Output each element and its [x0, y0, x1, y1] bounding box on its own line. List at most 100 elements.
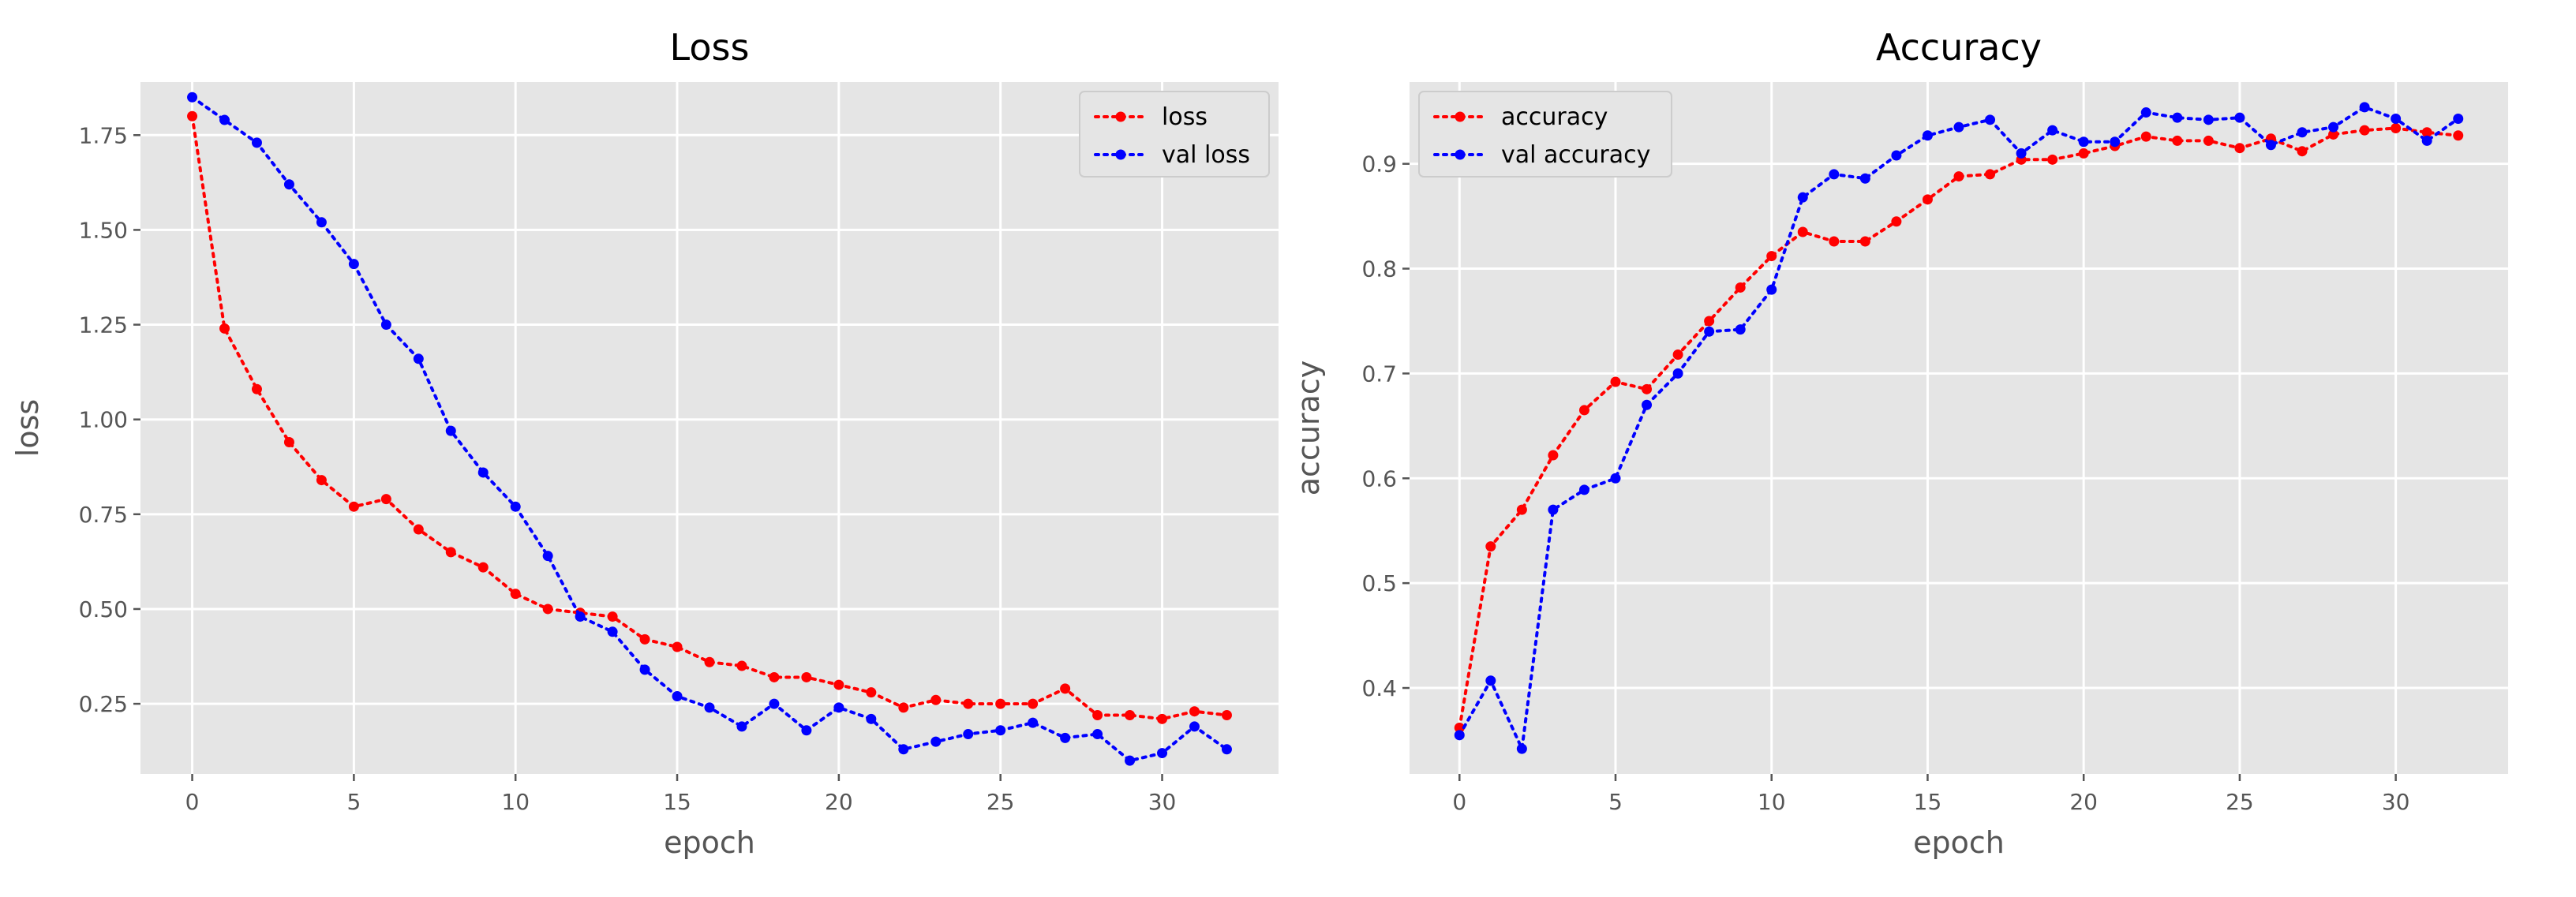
accuracy-x-tick-label: 25	[2226, 789, 2254, 815]
accuracy-y-tick-label: 0.7	[1361, 361, 1397, 387]
val-accuracy-point	[1704, 326, 1715, 337]
accuracy-point	[2203, 135, 2214, 146]
loss-legend-label: loss	[1162, 103, 1208, 131]
val-loss-point	[1125, 755, 1136, 766]
accuracy-legend: accuracy val accuracy	[1418, 91, 1672, 178]
accuracy-x-tick-label: 20	[2069, 789, 2098, 815]
val-loss-point	[866, 713, 877, 724]
accuracy-x-tick-label: 0	[1452, 789, 1466, 815]
val-loss-point	[316, 217, 327, 228]
accuracy-point	[1735, 282, 1746, 293]
accuracy-point	[2359, 125, 2370, 136]
accuracy-plot-area	[1410, 82, 2508, 774]
loss-legend-box	[1079, 91, 1270, 178]
accuracy-y-tick-label: 0.9	[1361, 151, 1397, 178]
val-loss-point	[219, 114, 230, 125]
accuracy-point	[1766, 251, 1777, 262]
accuracy-x-tick-label: 30	[2382, 789, 2410, 815]
accuracy-x-axis-label: epoch	[1913, 825, 2005, 860]
val-accuracy-point	[1485, 675, 1496, 686]
val-loss-point	[801, 725, 812, 736]
accuracy-point	[2297, 146, 2308, 157]
loss-y-tick-label: 1.75	[79, 122, 128, 148]
accuracy-y-tick-label: 0.5	[1361, 570, 1397, 596]
val-loss-point	[187, 92, 198, 103]
accuracy-legend-label: accuracy	[1501, 103, 1608, 131]
loss-point	[283, 437, 294, 448]
val-loss-point	[833, 702, 844, 713]
loss-point	[1060, 683, 1071, 694]
val-accuracy-point	[2203, 114, 2214, 125]
loss-point	[898, 702, 909, 713]
loss-point	[510, 589, 521, 600]
accuracy-point	[1578, 405, 1589, 416]
accuracy-point	[2453, 130, 2464, 141]
loss-chart-title: Loss	[670, 26, 750, 69]
val-loss-point	[283, 179, 294, 190]
val-loss-point	[1157, 748, 1168, 759]
val-accuracy-point	[1578, 484, 1589, 495]
accuracy-point	[1953, 171, 1964, 182]
loss-point	[1221, 710, 1232, 721]
accuracy-point	[2328, 129, 2339, 140]
loss-x-tick-label: 0	[185, 789, 200, 815]
accuracy-point	[1516, 504, 1527, 515]
loss-point	[251, 383, 262, 394]
accuracy-point	[1672, 349, 1683, 360]
accuracy-point	[1922, 194, 1933, 205]
loss-point	[187, 110, 198, 121]
val-loss-point	[1028, 717, 1039, 728]
loss-y-axis-label: loss	[10, 399, 45, 457]
val-accuracy-point	[1953, 121, 1964, 133]
val-accuracy-point	[1891, 150, 1902, 161]
val-accuracy-point	[1985, 114, 1996, 125]
val-loss-point	[445, 425, 456, 436]
accuracy-point	[1704, 316, 1715, 327]
loss-point	[1189, 706, 1200, 717]
loss-point	[219, 323, 230, 334]
val-accuracy-point	[2140, 107, 2151, 118]
val-loss-point	[704, 702, 715, 713]
accuracy-point	[2234, 143, 2245, 154]
accuracy-x-tick-label: 15	[1914, 789, 1942, 815]
accuracy-point	[1610, 376, 1621, 387]
loss-legend-marker	[1115, 111, 1126, 122]
accuracy-point	[2078, 148, 2089, 159]
loss-point	[866, 687, 877, 698]
accuracy-y-tick-label: 0.8	[1361, 256, 1397, 282]
accuracy-point	[2047, 154, 2058, 165]
accuracy-point	[2140, 131, 2151, 142]
loss-point	[930, 694, 942, 705]
loss-y-tick-label: 1.50	[79, 217, 128, 243]
loss-x-tick-label: 20	[825, 789, 853, 815]
loss-point	[995, 698, 1006, 709]
loss-point	[736, 660, 747, 671]
loss-point	[801, 671, 812, 682]
loss-x-tick-label: 5	[346, 789, 361, 815]
loss-y-tick-label: 1.25	[79, 312, 128, 338]
loss-x-tick-label: 25	[987, 789, 1015, 815]
loss-point	[316, 475, 327, 486]
val-accuracy-point	[2297, 127, 2308, 138]
val-loss-point	[575, 611, 586, 622]
val-accuracy-point	[2016, 148, 2027, 159]
loss-x-tick-label: 10	[501, 789, 530, 815]
val-loss-point	[251, 137, 262, 148]
accuracy-legend-marker	[1455, 111, 1466, 122]
accuracy-x-tick-label: 10	[1758, 789, 1786, 815]
loss-point	[769, 671, 780, 682]
loss-point	[477, 562, 489, 573]
val-loss-point	[1060, 732, 1071, 743]
val-accuracy-legend-label: val accuracy	[1501, 141, 1650, 169]
accuracy-point	[1454, 723, 1465, 734]
accuracy-point	[1797, 226, 1808, 237]
val-loss-legend-marker	[1115, 149, 1126, 160]
val-loss-point	[413, 353, 424, 364]
loss-x-axis-label: epoch	[664, 825, 755, 860]
loss-point	[348, 501, 359, 512]
val-accuracy-point	[1610, 473, 1621, 484]
val-accuracy-legend-marker	[1455, 149, 1466, 160]
val-loss-point	[542, 551, 553, 562]
val-loss-point	[995, 725, 1006, 736]
